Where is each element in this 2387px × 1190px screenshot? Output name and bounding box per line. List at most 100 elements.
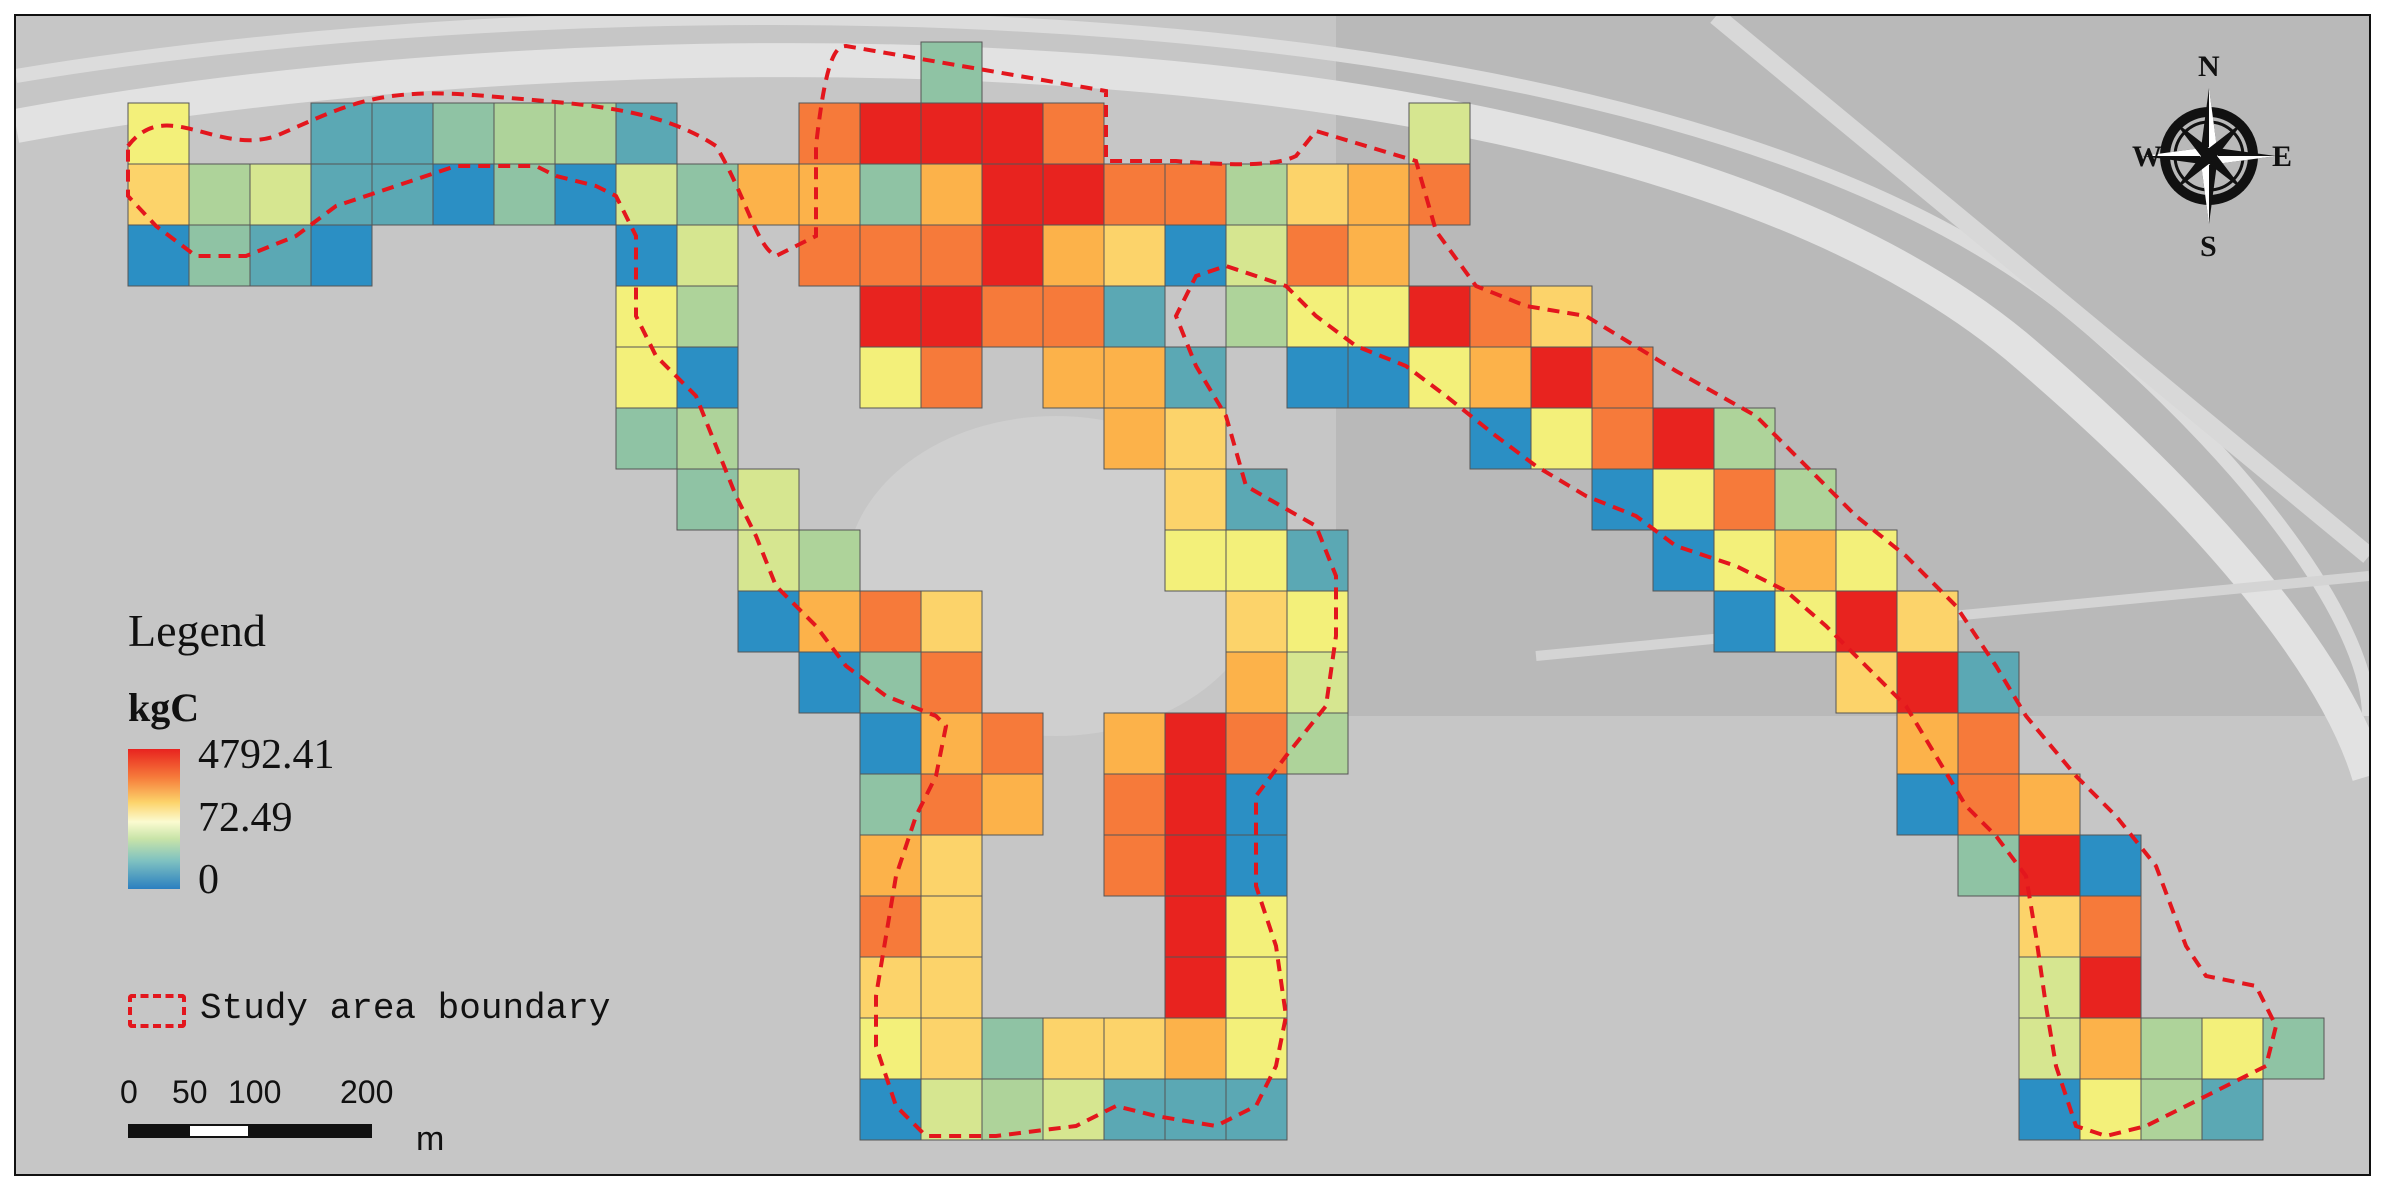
carbon-grid-cell (249, 224, 312, 287)
compass-east-label: E (2272, 140, 2293, 173)
carbon-grid-cell (1347, 285, 1410, 348)
carbon-grid-cell (859, 956, 922, 1019)
carbon-grid-cell (127, 102, 190, 165)
carbon-grid-cell (127, 224, 190, 287)
carbon-grid-cell (1835, 529, 1898, 592)
carbon-grid-cell (920, 224, 983, 287)
carbon-grid-cell (981, 102, 1044, 165)
carbon-grid-cell (2201, 1017, 2264, 1080)
carbon-grid-cell (2079, 834, 2142, 897)
carbon-grid-cell (920, 834, 983, 897)
carbon-grid-cell (920, 590, 983, 653)
carbon-grid-cell (1225, 590, 1288, 653)
carbon-grid-cell (554, 163, 617, 226)
carbon-grid-cell (920, 651, 983, 714)
legend-title: Legend (128, 605, 266, 656)
carbon-grid-cell (676, 468, 739, 531)
carbon-grid-cell (1530, 407, 1593, 470)
carbon-grid-cells (127, 41, 2325, 1141)
carbon-grid-cell (1530, 285, 1593, 348)
carbon-grid-cell (1652, 407, 1715, 470)
compass-west-label: W (2132, 140, 2162, 173)
carbon-grid-cell (859, 346, 922, 409)
carbon-grid-cell (1042, 346, 1105, 409)
carbon-grid-cell (1530, 346, 1593, 409)
compass-rose-icon (2142, 88, 2276, 224)
carbon-grid-cell (920, 712, 983, 775)
study-area-boundary (126, 43, 2279, 1139)
carbon-grid-cell (1591, 407, 1654, 470)
legend-min-label: 0 (198, 857, 219, 903)
carbon-grid-cell (2079, 895, 2142, 958)
carbon-grid-cell (2079, 1017, 2142, 1080)
legend-max-label: 4792.41 (198, 732, 335, 778)
carbon-grid-cell (1286, 529, 1349, 592)
carbon-grid-cell (1225, 1078, 1288, 1141)
carbon-grid-cell (859, 1017, 922, 1080)
carbon-grid-cell (676, 285, 739, 348)
carbon-grid-cell (798, 102, 861, 165)
carbon-grid-cell (2018, 956, 2081, 1019)
carbon-grid-cell (1957, 834, 2020, 897)
scale-tick-0: 0 (120, 1074, 138, 1110)
carbon-grid-cell (2140, 1078, 2203, 1141)
carbon-grid-cell (798, 651, 861, 714)
carbon-grid-cell (1286, 346, 1349, 409)
carbon-grid-cell (1164, 529, 1227, 592)
carbon-grid-cell (859, 834, 922, 897)
carbon-grid-cell (615, 102, 678, 165)
carbon-grid-cell (1408, 285, 1471, 348)
carbon-grid-cell (798, 590, 861, 653)
carbon-grid-cell (615, 346, 678, 409)
carbon-grid-cell (1042, 163, 1105, 226)
carbon-grid-cell (1347, 163, 1410, 226)
legend-mid-label: 72.49 (198, 795, 293, 841)
carbon-grid-cell (1225, 651, 1288, 714)
carbon-grid-cell (920, 1078, 983, 1141)
carbon-grid-cell (1286, 163, 1349, 226)
carbon-grid-cell (920, 102, 983, 165)
carbon-grid-cell (1164, 895, 1227, 958)
carbon-grid-cell (1408, 102, 1471, 165)
carbon-grid-cell (1286, 590, 1349, 653)
carbon-grid-cell (1164, 1078, 1227, 1141)
carbon-grid-cell (798, 163, 861, 226)
road-curve-outer (16, 16, 2369, 717)
carbon-grid-cell (554, 102, 617, 165)
carbon-grid-cell (2262, 1017, 2325, 1080)
carbon-grid-cell (676, 346, 739, 409)
carbon-grid-cell (1225, 163, 1288, 226)
carbon-grid-cell (676, 224, 739, 287)
carbon-grid-cell (798, 529, 861, 592)
carbon-grid-cell (737, 163, 800, 226)
carbon-grid-cell (1103, 834, 1166, 897)
carbon-grid-cell (2018, 895, 2081, 958)
carbon-grid-cell (1164, 468, 1227, 531)
scale-bar-segment-3 (248, 1124, 372, 1138)
scale-bar-segment-2 (188, 1124, 250, 1138)
road-curve (16, 43, 2369, 781)
carbon-grid-cell (1225, 285, 1288, 348)
carbon-grid-cell (859, 590, 922, 653)
carbon-grid-cell (1591, 468, 1654, 531)
carbon-grid-cell (1347, 346, 1410, 409)
carbon-grid-cell (1103, 773, 1166, 836)
carbon-grid-cell (1164, 773, 1227, 836)
carbon-grid-cell (859, 712, 922, 775)
carbon-grid-cell (127, 163, 190, 226)
carbon-grid-cell (920, 956, 983, 1019)
carbon-grid-cell (1896, 651, 1959, 714)
carbon-grid-cell (1835, 651, 1898, 714)
carbon-grid-cell (798, 224, 861, 287)
carbon-grid-cell (1286, 651, 1349, 714)
carbon-grid-cell (1164, 1017, 1227, 1080)
carbon-grid-cell (859, 163, 922, 226)
carbon-grid-cell (1225, 1017, 1288, 1080)
map-canvas[interactable] (16, 16, 2369, 1174)
carbon-grid-cell (859, 224, 922, 287)
carbon-grid-cell (1286, 712, 1349, 775)
carbon-grid-cell (737, 590, 800, 653)
carbon-grid-cell (1042, 224, 1105, 287)
carbon-grid-cell (1835, 590, 1898, 653)
scale-tick-50: 50 (172, 1074, 208, 1110)
